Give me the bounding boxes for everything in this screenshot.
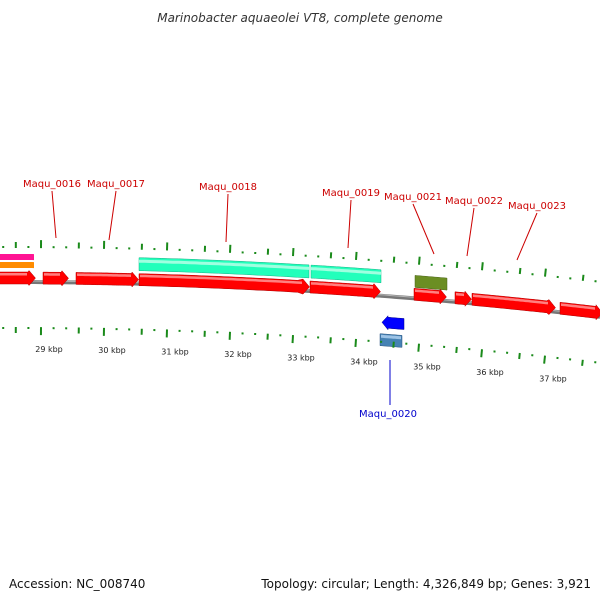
upper-tick	[581, 274, 585, 281]
rna-feature-shine-1	[139, 259, 309, 270]
upper-tick	[481, 262, 484, 271]
upper-tick	[544, 268, 547, 277]
upper-tick	[518, 267, 522, 275]
tick-label: 37 kbp	[539, 374, 567, 383]
upper-tick-marks	[2, 240, 597, 283]
tick-labels: 29 kbp 30 kbp 31 kbp 32 kbp 33 kbp 34 kbp 35 k…	[35, 345, 567, 383]
leader-line-maqu-0018	[225, 193, 229, 243]
feature-maqu-0020-shine	[381, 334, 401, 340]
lower-tick	[518, 352, 521, 360]
tick-label: 29 kbp	[35, 345, 63, 354]
lower-tick	[354, 338, 357, 348]
gene-labels: Maqu_0016 Maqu_0017 Maqu_0018 Maqu_0019 Maqu…	[23, 179, 566, 420]
gene-label-maqu-0017: Maqu_0017	[87, 179, 145, 190]
leader-line-maqu-0017	[108, 190, 117, 241]
lower-tick	[417, 343, 420, 352]
accession-text: Accession: NC_008740	[9, 577, 146, 591]
gene-arrow-2-shine	[44, 273, 60, 276]
gene-label-maqu-0021: Maqu_0021	[384, 192, 442, 203]
gene-label-maqu-0016: Maqu_0016	[23, 179, 81, 190]
lower-tick-marks	[2, 327, 597, 366]
gene-label-maqu-0019: Maqu_0019	[322, 188, 380, 199]
tick-label: 33 kbp	[287, 353, 315, 362]
rna-feature-shine-2	[311, 267, 381, 275]
gene-arrow-maqu-0018	[138, 273, 310, 295]
gene-arrow-maqu-0019-shine	[311, 282, 373, 289]
tick-label: 35 kbp	[413, 362, 441, 371]
reverse-strand-genes	[379, 315, 405, 348]
upper-tick	[355, 251, 358, 261]
gene-label-maqu-0022: Maqu_0022	[445, 196, 503, 207]
feature-tracks	[0, 254, 448, 291]
lower-tick	[543, 355, 546, 364]
gene-label-maqu-0018: Maqu_0018	[199, 182, 257, 193]
gene-arrow-maqu-0018-shine	[140, 274, 302, 284]
tick-label: 36 kbp	[476, 368, 504, 377]
tick-label: 31 kbp	[161, 348, 189, 357]
leader-line-maqu-0021	[412, 203, 435, 255]
gene-arrow-1	[0, 270, 36, 286]
gene-arrow-9-shine	[561, 303, 595, 310]
forward-strand-genes	[0, 270, 600, 321]
feature-maqu-0021	[414, 275, 448, 291]
leader-line-maqu-0019	[347, 199, 352, 249]
leader-line-maqu-0022	[466, 207, 475, 257]
feature-pink-block	[0, 254, 34, 261]
lower-tick	[581, 359, 584, 366]
gene-arrow-1-shine	[0, 273, 27, 276]
leader-line-maqu-0016	[51, 190, 57, 239]
tick-label: 34 kbp	[350, 358, 378, 367]
feature-orange-block	[0, 262, 34, 269]
gene-arrow-maqu-0023-shine	[473, 294, 548, 305]
gene-arrow-maqu-0017-shine	[77, 273, 131, 277]
map-title: Marinobacter aquaeolei VT8, complete gen…	[157, 11, 443, 25]
gene-arrow-maqu-0021-shine	[415, 289, 439, 294]
lower-tick	[480, 349, 483, 358]
tick-label: 32 kbp	[224, 350, 252, 359]
tick-label: 30 kbp	[98, 346, 126, 355]
lower-tick	[455, 346, 458, 354]
gene-label-maqu-0020: Maqu_0020	[359, 409, 417, 420]
upper-tick	[455, 261, 459, 269]
upper-tick	[418, 256, 421, 265]
gene-arrow-maqu-0020	[381, 315, 405, 331]
gene-arrow-maqu-0022-shine	[456, 292, 464, 297]
leader-line-maqu-0023	[516, 212, 538, 261]
genome-summary-text: Topology: circular; Length: 4,326,849 bp…	[261, 577, 591, 591]
gene-label-maqu-0023: Maqu_0023	[508, 201, 566, 212]
